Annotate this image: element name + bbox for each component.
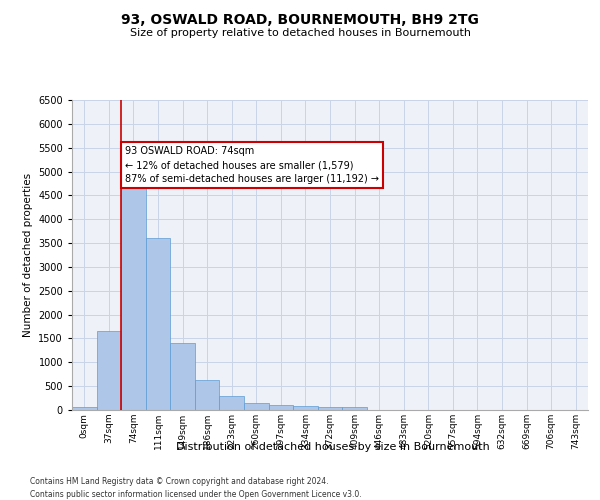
Bar [342, 407, 367, 410]
Text: Size of property relative to detached houses in Bournemouth: Size of property relative to detached ho… [130, 28, 470, 38]
Y-axis label: Number of detached properties: Number of detached properties [23, 173, 32, 337]
Bar [97, 332, 121, 410]
Bar [269, 405, 293, 410]
Bar [293, 406, 318, 410]
Bar [72, 407, 97, 410]
Bar [121, 168, 146, 410]
Bar [318, 408, 342, 410]
Text: Distribution of detached houses by size in Bournemouth: Distribution of detached houses by size … [176, 442, 490, 452]
Bar [195, 380, 220, 410]
Bar [220, 396, 244, 410]
Text: Contains HM Land Registry data © Crown copyright and database right 2024.: Contains HM Land Registry data © Crown c… [30, 478, 329, 486]
Bar [146, 238, 170, 410]
Bar [244, 403, 269, 410]
Text: Contains public sector information licensed under the Open Government Licence v3: Contains public sector information licen… [30, 490, 362, 499]
Text: 93 OSWALD ROAD: 74sqm
← 12% of detached houses are smaller (1,579)
87% of semi-d: 93 OSWALD ROAD: 74sqm ← 12% of detached … [125, 146, 379, 184]
Text: 93, OSWALD ROAD, BOURNEMOUTH, BH9 2TG: 93, OSWALD ROAD, BOURNEMOUTH, BH9 2TG [121, 12, 479, 26]
Bar [170, 343, 195, 410]
